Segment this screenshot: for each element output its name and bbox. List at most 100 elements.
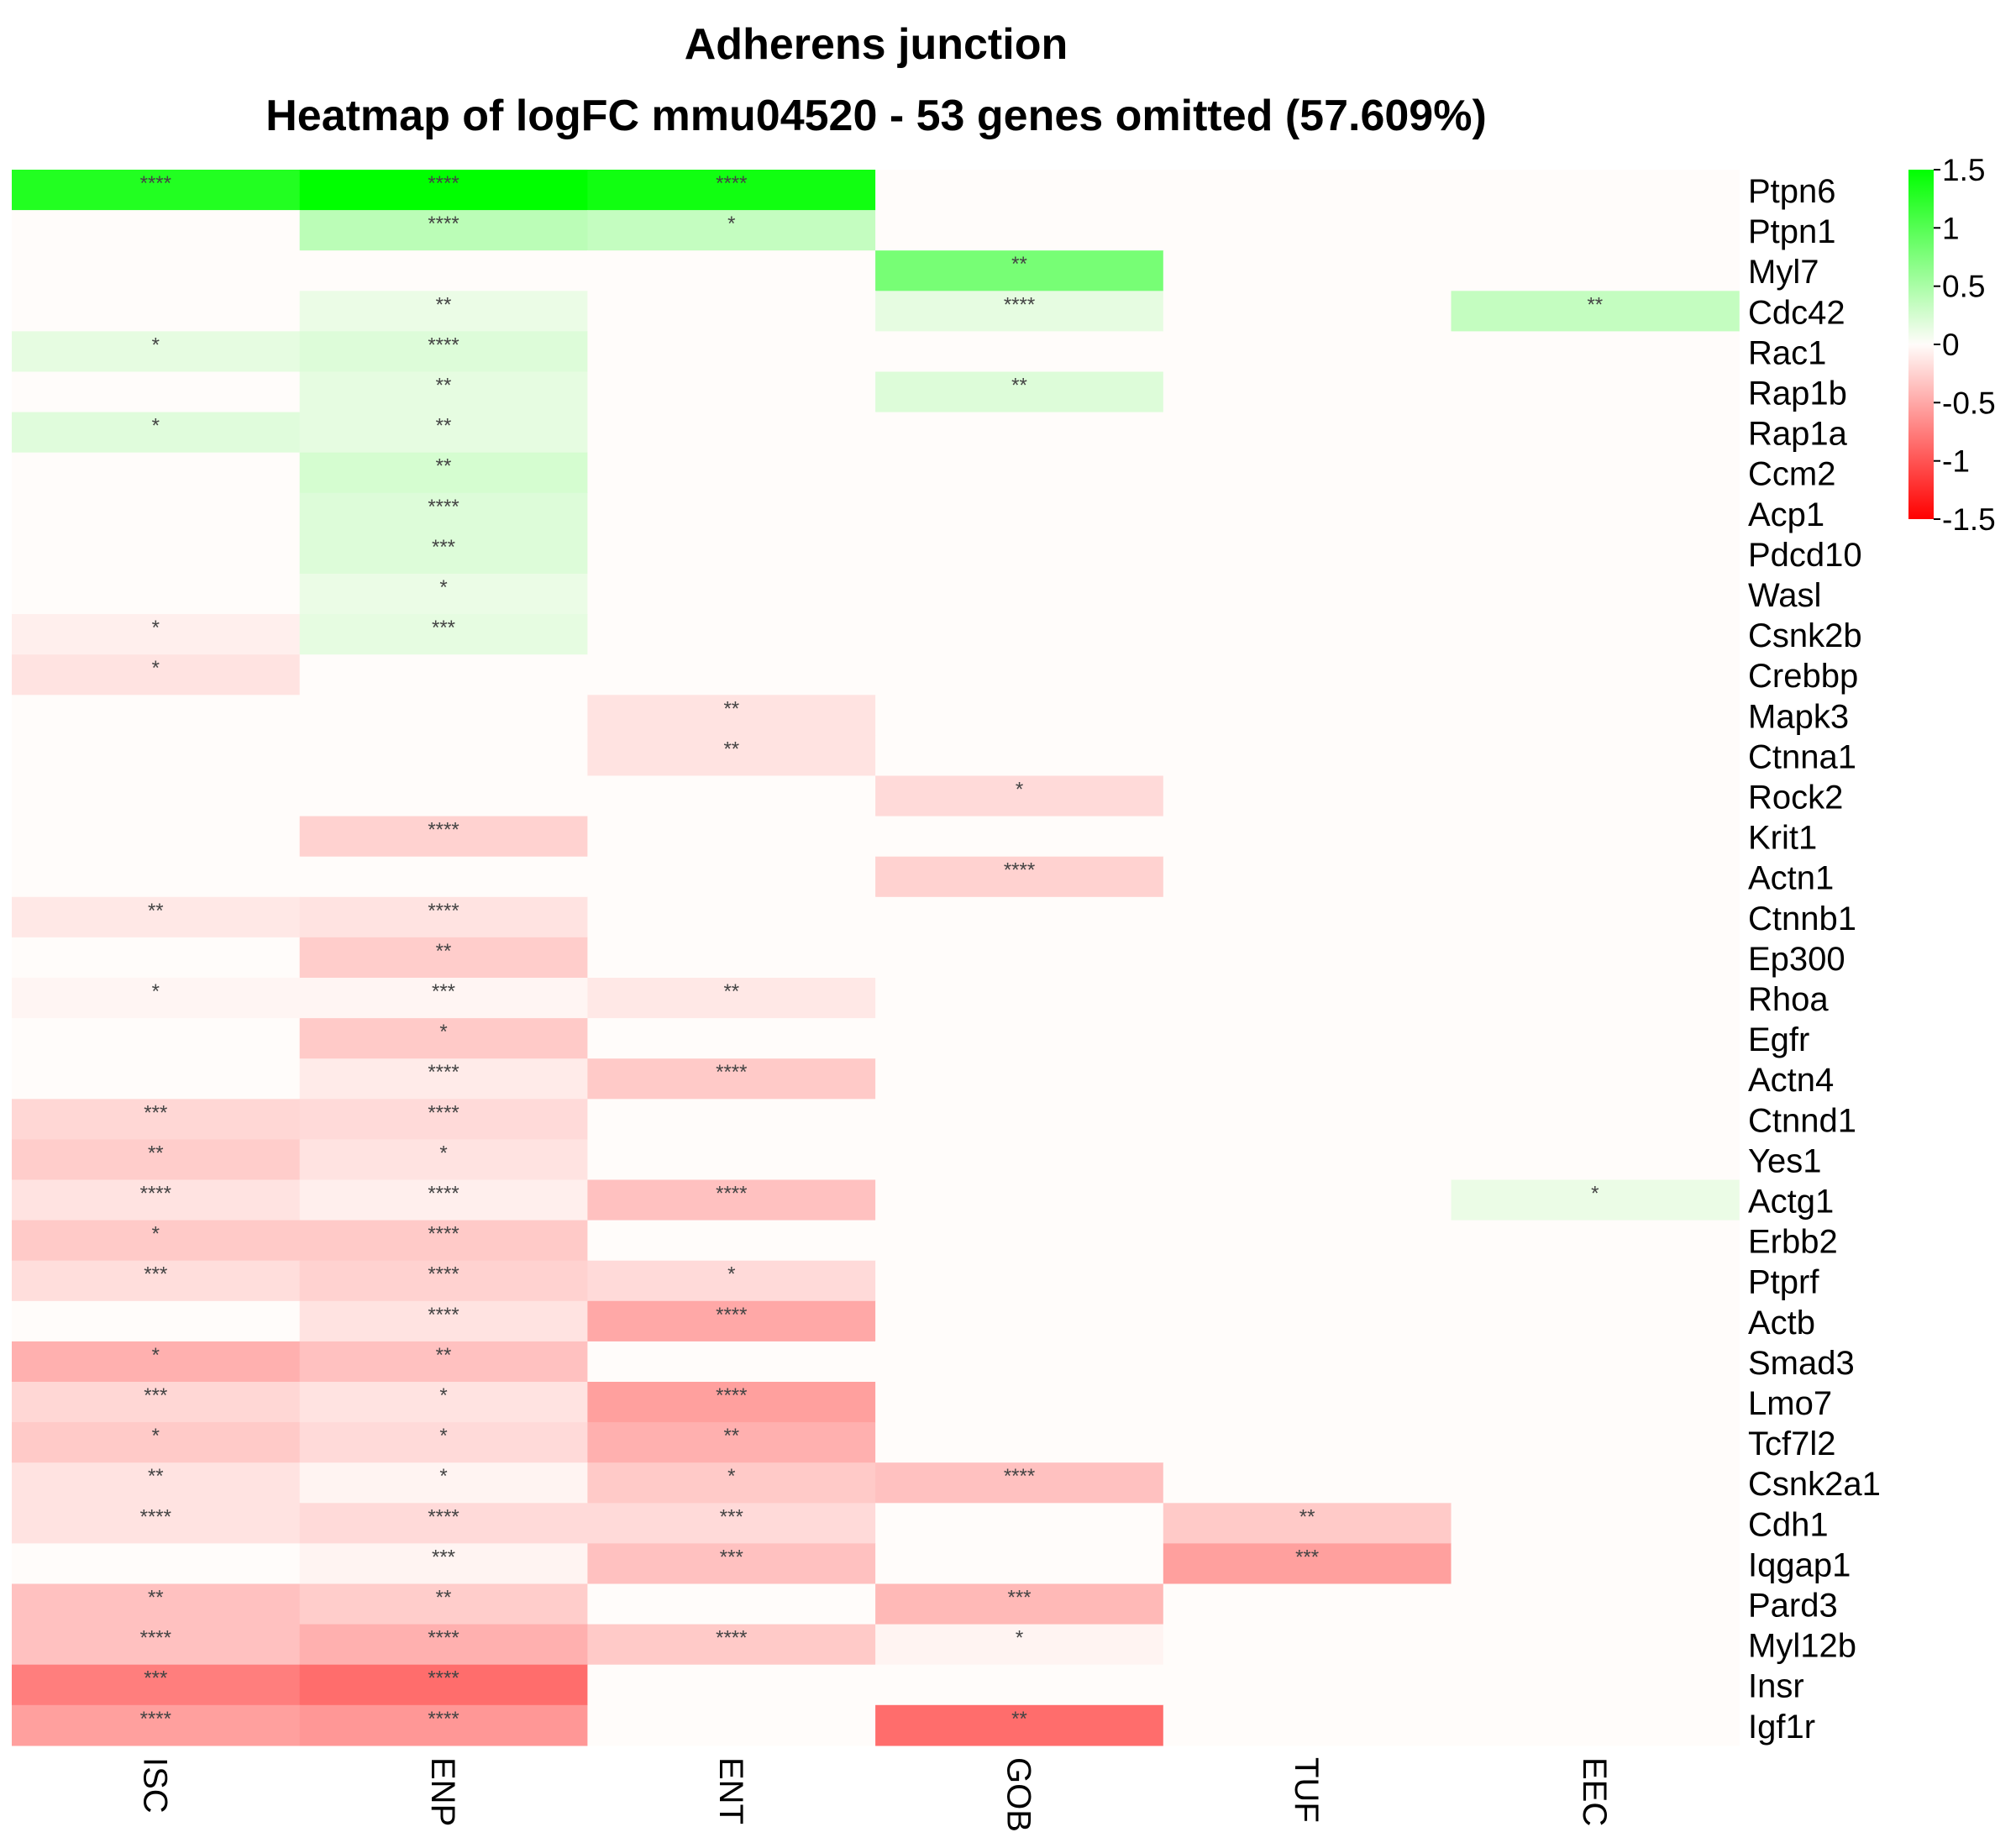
heatmap-cell: [875, 1543, 1164, 1585]
significance-marker: **: [723, 1425, 739, 1447]
significance-marker: ****: [428, 1263, 459, 1286]
heatmap-cell: [1163, 331, 1452, 373]
heatmap-cell: [12, 1503, 301, 1544]
significance-markers: **** **** ******** ***** **** *** ****** *** ***…: [140, 172, 1604, 1730]
heatmap-cell: [875, 533, 1164, 575]
heatmap-cell: [12, 492, 301, 534]
significance-marker: *: [727, 1263, 735, 1286]
significance-marker: **: [1587, 293, 1603, 316]
heatmap-cell: [587, 1422, 876, 1463]
heatmap-cell: [1451, 735, 1740, 777]
heatmap-cell: [1163, 1422, 1452, 1463]
colorbar-tick-label: 0: [1942, 328, 1960, 362]
significance-marker: ***: [432, 1546, 455, 1568]
row-label: Actg1: [1748, 1184, 1834, 1221]
heatmap-cell: [299, 1704, 588, 1746]
significance-marker: **: [436, 375, 452, 397]
column-label: ENP: [424, 1757, 461, 1826]
significance-marker: ****: [716, 172, 747, 195]
colorbar-tick-label: 1.5: [1942, 153, 1985, 187]
heatmap-cell: [299, 1543, 588, 1585]
heatmap-cell: [12, 735, 301, 777]
heatmap-cell: [12, 371, 301, 413]
heatmap-cell: [12, 1664, 301, 1706]
heatmap-cell: [587, 492, 876, 534]
heatmap-cell: [12, 896, 301, 938]
significance-marker: ****: [428, 1183, 459, 1205]
significance-marker: ***: [432, 536, 455, 559]
significance-marker: ***: [144, 1667, 167, 1690]
heatmap-cell: [299, 1139, 588, 1181]
heatmap-cell: [1451, 1382, 1740, 1423]
heatmap-cell: [1163, 896, 1452, 938]
heatmap-cell: [12, 291, 301, 332]
heatmap-cell: [875, 654, 1164, 696]
heatmap-cell: [12, 412, 301, 454]
heatmap-cell: [875, 896, 1164, 938]
heatmap-cell: [299, 937, 588, 979]
heatmap-cell: [299, 1583, 588, 1625]
significance-marker: **: [1011, 253, 1027, 276]
significance-marker: *: [152, 1425, 160, 1447]
heatmap-cell: [12, 1058, 301, 1100]
heatmap-cell: [875, 1583, 1164, 1625]
row-label: Egfr: [1748, 1021, 1809, 1058]
heatmap-cell: [1163, 1462, 1452, 1504]
heatmap-cell: [299, 978, 588, 1019]
heatmap-cell: [1451, 1179, 1740, 1221]
heatmap-cell: [875, 978, 1164, 1019]
significance-marker: **: [148, 1587, 164, 1609]
significance-marker: ****: [428, 213, 459, 235]
heatmap-cell: [299, 654, 588, 696]
column-label: ENT: [712, 1757, 749, 1824]
heatmap-cell: [875, 1341, 1164, 1383]
heatmap-cell: [587, 1543, 876, 1585]
colorbar-tick-label: -1.5: [1942, 502, 1996, 537]
row-label: Ptprf: [1748, 1264, 1819, 1301]
heatmap-cell: [12, 1543, 301, 1585]
heatmap-cell: [1451, 371, 1740, 413]
heatmap-cell: [875, 816, 1164, 858]
heatmap-cell: [587, 170, 876, 211]
significance-marker: **: [436, 455, 452, 478]
colorbar-tick-label: -0.5: [1942, 386, 1996, 420]
heatmap-cell: [1451, 695, 1740, 736]
heatmap-cell: [875, 775, 1164, 817]
heatmap-cell: [1451, 1139, 1740, 1181]
heatmap-cell: [12, 1018, 301, 1059]
heatmap-cell: [12, 210, 301, 251]
heatmap-cell: [1451, 1220, 1740, 1262]
heatmap-cell: [299, 775, 588, 817]
heatmap-cell: [587, 775, 876, 817]
significance-marker: *: [439, 1142, 447, 1164]
significance-marker: *: [439, 1021, 447, 1043]
significance-marker: *: [152, 617, 160, 639]
heatmap-cell: [12, 856, 301, 898]
heatmap-cell: [1451, 533, 1740, 575]
heatmap-cell: [299, 1220, 588, 1262]
heatmap-cell: [12, 1583, 301, 1625]
heatmap-cell: [875, 1462, 1164, 1504]
significance-marker: *: [152, 980, 160, 1003]
heatmap-cell: [875, 695, 1164, 736]
heatmap-cell: [1163, 654, 1452, 696]
row-label: Pdcd10: [1748, 537, 1862, 574]
colorbar-tick-label: 0.5: [1942, 270, 1985, 304]
heatmap-cell: [1451, 937, 1740, 979]
heatmap-cell: [299, 1462, 588, 1504]
heatmap-cell: [1451, 1300, 1740, 1342]
heatmap-cell: [1163, 775, 1452, 817]
heatmap-cell: [299, 533, 588, 575]
significance-marker: *: [727, 213, 735, 235]
heatmap-cell: [1163, 937, 1452, 979]
heatmap-cell: [299, 412, 588, 454]
significance-marker: ****: [716, 1061, 747, 1084]
row-label: Csnk2a1: [1748, 1466, 1881, 1503]
row-label: Csnk2b: [1748, 617, 1862, 654]
heatmap-cell: [12, 1139, 301, 1181]
heatmap-cell: [1451, 775, 1740, 817]
heatmap-cell: [1163, 1664, 1452, 1706]
heatmap-cell: [587, 735, 876, 777]
heatmap-cell: [1451, 210, 1740, 251]
heatmap-cell: [1163, 1624, 1452, 1666]
